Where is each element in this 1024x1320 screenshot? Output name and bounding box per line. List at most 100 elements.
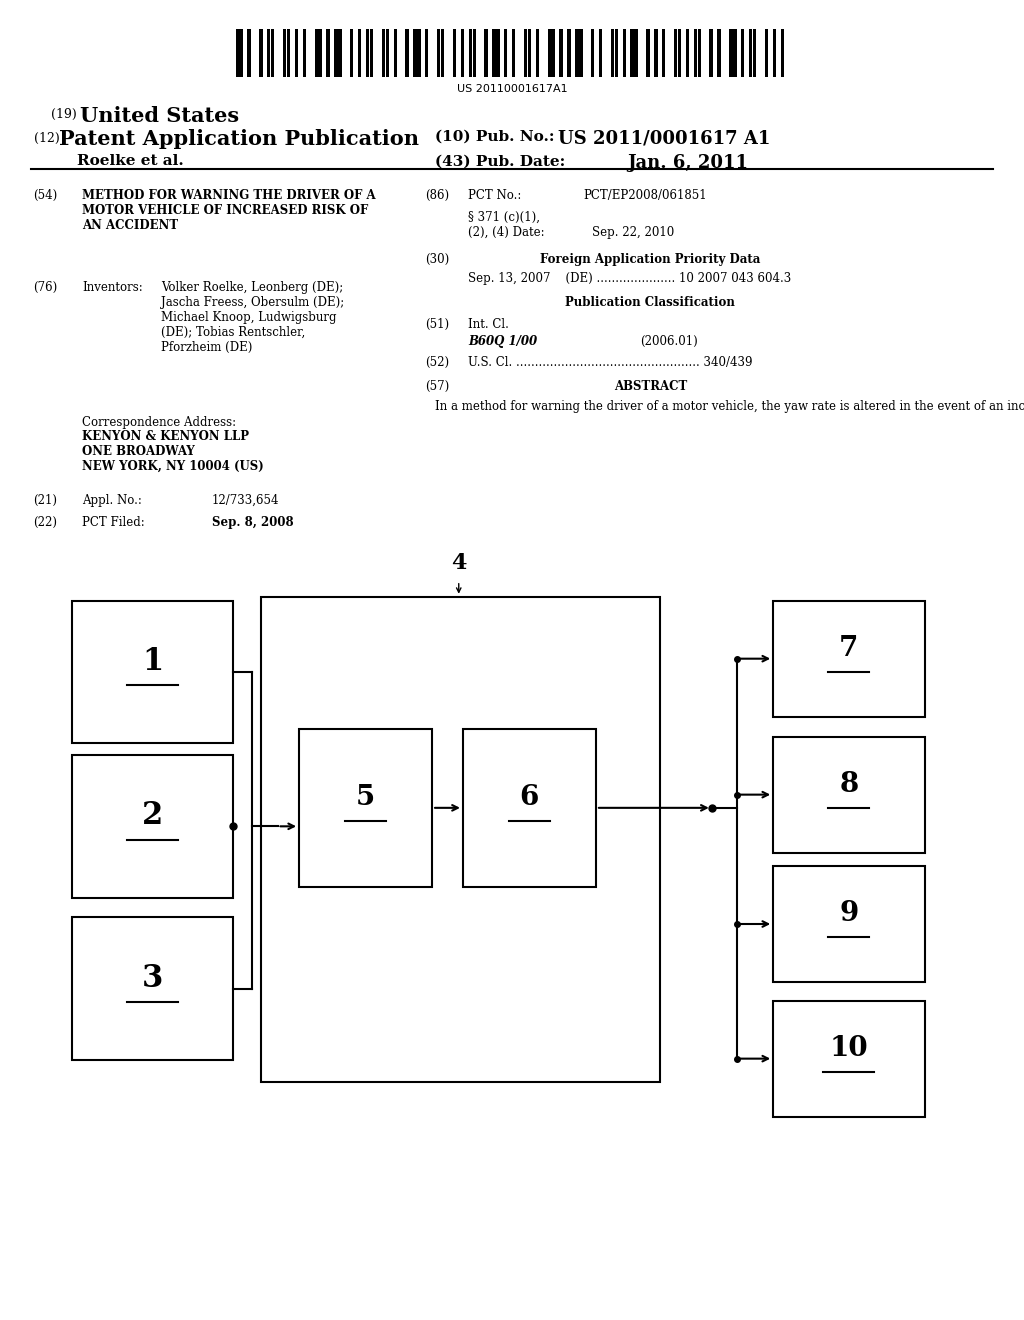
Bar xyxy=(72,755,233,898)
Bar xyxy=(484,29,487,77)
Bar xyxy=(559,29,563,77)
Bar xyxy=(773,601,925,717)
Text: Correspondence Address:: Correspondence Address: xyxy=(82,416,237,429)
Bar xyxy=(527,29,531,77)
Bar xyxy=(414,29,417,77)
Text: Sep. 22, 2010: Sep. 22, 2010 xyxy=(592,226,674,239)
Bar xyxy=(338,29,342,77)
Bar xyxy=(580,29,583,77)
Bar xyxy=(773,866,925,982)
Bar xyxy=(366,29,370,77)
Text: (76): (76) xyxy=(33,281,57,294)
Text: United States: United States xyxy=(80,106,239,125)
Text: 7: 7 xyxy=(840,635,858,661)
Text: PCT/EP2008/061851: PCT/EP2008/061851 xyxy=(584,189,708,202)
Text: Patent Application Publication: Patent Application Publication xyxy=(59,129,420,149)
Text: (43) Pub. Date:: (43) Pub. Date: xyxy=(435,154,565,169)
Bar xyxy=(548,29,551,77)
Bar xyxy=(318,29,322,77)
Bar xyxy=(773,737,925,853)
Bar xyxy=(536,29,539,77)
Bar xyxy=(729,29,732,77)
Bar xyxy=(524,29,527,77)
Text: US 20110001617A1: US 20110001617A1 xyxy=(457,84,567,95)
Text: NEW YORK, NY 10004 (US): NEW YORK, NY 10004 (US) xyxy=(82,459,263,473)
Bar xyxy=(635,29,638,77)
Bar xyxy=(654,29,657,77)
Bar xyxy=(765,29,768,77)
Bar xyxy=(599,29,602,77)
Bar xyxy=(623,29,626,77)
Text: (22): (22) xyxy=(33,516,56,529)
Text: (54): (54) xyxy=(33,189,57,202)
Bar xyxy=(678,29,681,77)
Bar xyxy=(463,729,596,887)
Text: Publication Classification: Publication Classification xyxy=(565,296,735,309)
Text: 6: 6 xyxy=(520,784,539,810)
Text: 1: 1 xyxy=(142,645,163,677)
Bar xyxy=(733,29,736,77)
Bar xyxy=(327,29,330,77)
Bar xyxy=(674,29,677,77)
Bar xyxy=(370,29,373,77)
Bar xyxy=(493,29,496,77)
Bar xyxy=(295,29,298,77)
Text: PCT Filed:: PCT Filed: xyxy=(82,516,144,529)
Bar xyxy=(437,29,440,77)
Text: 8: 8 xyxy=(840,771,858,797)
Text: (30): (30) xyxy=(425,253,450,267)
Bar xyxy=(303,29,306,77)
Text: Volker Roelke, Leonberg (DE);
Jascha Freess, Obersulm (DE);
Michael Knoop, Ludwi: Volker Roelke, Leonberg (DE); Jascha Fre… xyxy=(161,281,344,354)
Text: METHOD FOR WARNING THE DRIVER OF A
MOTOR VEHICLE OF INCREASED RISK OF
AN ACCIDEN: METHOD FOR WARNING THE DRIVER OF A MOTOR… xyxy=(82,189,376,232)
Bar xyxy=(552,29,555,77)
Bar xyxy=(358,29,361,77)
Bar xyxy=(697,29,701,77)
Text: ABSTRACT: ABSTRACT xyxy=(613,380,687,393)
Bar xyxy=(240,29,243,77)
Bar xyxy=(72,917,233,1060)
Text: B60Q 1/00: B60Q 1/00 xyxy=(468,335,538,348)
Bar xyxy=(314,29,317,77)
Bar xyxy=(512,29,515,77)
Bar xyxy=(299,729,432,887)
Bar xyxy=(686,29,689,77)
Bar xyxy=(417,29,421,77)
Bar xyxy=(614,29,618,77)
Bar xyxy=(575,29,579,77)
Bar xyxy=(472,29,476,77)
Text: ONE BROADWAY: ONE BROADWAY xyxy=(82,445,195,458)
Bar xyxy=(718,29,721,77)
Text: (19): (19) xyxy=(51,108,77,121)
Bar xyxy=(259,29,262,77)
Bar xyxy=(350,29,353,77)
Bar xyxy=(631,29,634,77)
Bar xyxy=(663,29,666,77)
Bar xyxy=(287,29,290,77)
Bar xyxy=(334,29,338,77)
Text: (12): (12) xyxy=(34,132,59,145)
Text: 12/733,654: 12/733,654 xyxy=(212,494,280,507)
Text: (86): (86) xyxy=(425,189,450,202)
Bar xyxy=(753,29,757,77)
Bar xyxy=(261,597,660,1082)
Text: § 371 (c)(1),: § 371 (c)(1), xyxy=(468,211,540,224)
Bar xyxy=(773,1001,925,1117)
Text: KENYON & KENYON LLP: KENYON & KENYON LLP xyxy=(82,430,249,444)
Text: 4: 4 xyxy=(451,552,467,574)
Bar xyxy=(425,29,428,77)
Text: (57): (57) xyxy=(425,380,450,393)
Bar xyxy=(393,29,397,77)
Bar xyxy=(693,29,697,77)
Text: U.S. Cl. ................................................. 340/439: U.S. Cl. ...............................… xyxy=(468,356,753,370)
Text: PCT No.:: PCT No.: xyxy=(468,189,521,202)
Bar xyxy=(236,29,239,77)
Bar xyxy=(646,29,649,77)
Bar xyxy=(267,29,270,77)
Text: 10: 10 xyxy=(829,1035,868,1061)
Text: Foreign Application Priority Data: Foreign Application Priority Data xyxy=(540,253,761,267)
Bar xyxy=(461,29,464,77)
Bar xyxy=(406,29,409,77)
Text: Int. Cl.: Int. Cl. xyxy=(468,318,509,331)
Bar xyxy=(72,601,233,743)
Text: Jan. 6, 2011: Jan. 6, 2011 xyxy=(628,154,749,173)
